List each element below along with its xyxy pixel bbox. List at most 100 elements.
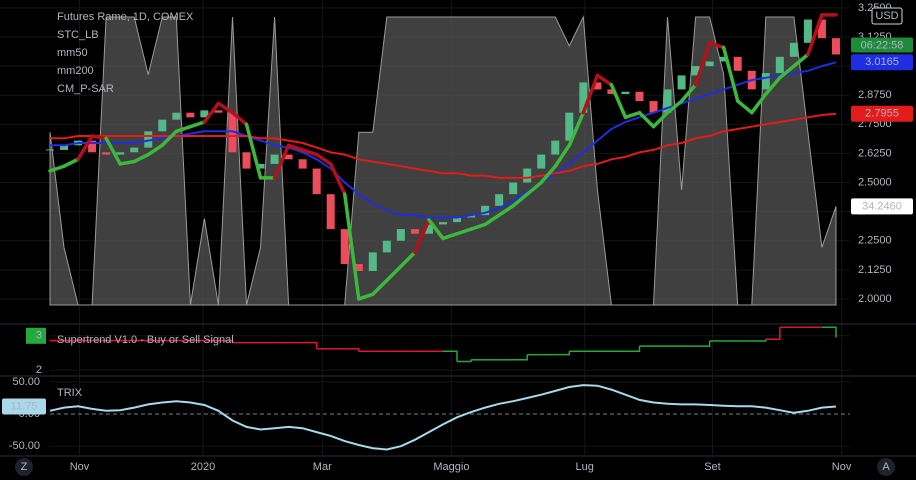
price-candle	[509, 182, 518, 195]
sar-segment	[76, 134, 94, 162]
price-candle	[130, 147, 139, 153]
price-candle	[368, 252, 377, 272]
price-candle	[705, 61, 714, 67]
legend-entry: mm200	[57, 65, 94, 77]
price-candle	[396, 229, 405, 241]
price-candle	[326, 194, 335, 230]
stc-value-box	[851, 198, 913, 215]
sar-segment	[637, 110, 656, 129]
sar-segment	[174, 124, 193, 134]
pane-title: TRIX	[57, 387, 83, 399]
legend-entry: CM_P-SAR	[57, 83, 114, 95]
last-value-box	[851, 54, 913, 71]
sar-segment	[553, 143, 572, 168]
supertrend-step	[695, 340, 711, 347]
price-candle	[88, 140, 97, 153]
price-candle	[495, 194, 504, 206]
price-candle	[116, 152, 125, 155]
y-tick-label: 2.2500	[858, 235, 892, 247]
price-candle	[607, 89, 616, 95]
stc-value-label: 34.2460	[862, 200, 902, 212]
sar-segment	[48, 164, 66, 173]
price-candle	[775, 56, 784, 74]
y-tick-label: 2.1250	[858, 264, 892, 276]
supertrend-step	[302, 341, 318, 349]
supertrend-step	[513, 354, 528, 361]
supertrend-step	[751, 339, 767, 342]
sar-segment	[188, 120, 207, 129]
sar-segment	[651, 110, 670, 129]
supertrend-step	[442, 350, 458, 362]
price-candle	[102, 152, 111, 155]
sar-segment	[806, 13, 824, 57]
price-candle	[438, 222, 447, 225]
countdown-label: 06:22:58	[861, 39, 904, 51]
price-candle	[228, 112, 237, 153]
sar-segment	[328, 162, 347, 196]
sar-segment	[104, 136, 122, 166]
pane-title: Supertrend V1.0 - Buy or Sell Signal	[57, 334, 234, 346]
chart-title: Futures Rame, 1D, COMEX	[57, 11, 194, 23]
price-candle	[803, 19, 812, 43]
last-value-label: 11.75	[11, 400, 38, 412]
tick-box	[26, 327, 46, 344]
price-candle	[312, 168, 321, 195]
sar-segment	[385, 264, 403, 283]
price-candle	[649, 101, 658, 113]
sar-segment	[764, 76, 782, 96]
sar-segment	[244, 122, 263, 180]
y-tick-label: 3	[36, 330, 42, 342]
y-tick-label: 2.5000	[858, 176, 892, 188]
price-candle	[621, 91, 630, 95]
price-candle	[579, 82, 588, 113]
x-tick-label: 2020	[191, 461, 215, 473]
sar-segment	[792, 52, 810, 68]
x-tick-label: Maggio	[433, 461, 469, 473]
supertrend-step	[765, 327, 781, 340]
currency-box	[871, 7, 903, 25]
sar-segment	[202, 101, 221, 124]
price-candle	[158, 119, 167, 132]
x-tick-label: Nov	[70, 461, 90, 473]
price-candle	[593, 82, 602, 90]
sar-segment	[721, 45, 740, 103]
price-candle	[467, 215, 476, 218]
price-candle	[284, 154, 293, 160]
sar-segment	[118, 159, 136, 166]
x-tick-label: Mar	[313, 461, 332, 473]
sar-segment	[497, 204, 515, 217]
price-candle	[256, 163, 265, 169]
last-value-label: 2.7955	[865, 108, 899, 120]
supertrend-step	[344, 348, 360, 352]
supertrend-step	[555, 351, 571, 356]
sar-segment	[595, 73, 614, 87]
price-candle	[565, 112, 574, 141]
price-candle	[242, 152, 251, 169]
sar-segment	[132, 152, 150, 164]
last-value-box	[2, 398, 46, 415]
supertrend-step	[821, 326, 837, 338]
price-candle	[691, 66, 700, 76]
price-candle	[761, 73, 770, 90]
sar-segment	[693, 41, 712, 87]
sar-segment	[230, 110, 249, 127]
price-candle	[214, 110, 223, 113]
sar-segment	[371, 278, 389, 297]
sar-segment	[455, 227, 473, 236]
price-candle	[551, 140, 560, 155]
price-candle	[186, 112, 195, 118]
x-tick-label: Set	[704, 461, 721, 473]
sar-segment	[623, 110, 642, 120]
y-tick-label: 2.7500	[858, 118, 892, 130]
sar-segment	[342, 192, 361, 301]
price-candle	[663, 89, 672, 113]
price-candle	[733, 56, 742, 71]
sar-segment	[511, 192, 529, 208]
y-tick-label: 2	[36, 364, 42, 376]
y-tick-label: 50.00	[12, 376, 40, 388]
y-tick-label: 2.8750	[858, 89, 892, 101]
sar-segment	[609, 82, 628, 120]
sar-segment	[427, 218, 445, 241]
sar-segment	[750, 92, 768, 115]
sar-segment	[216, 101, 235, 115]
